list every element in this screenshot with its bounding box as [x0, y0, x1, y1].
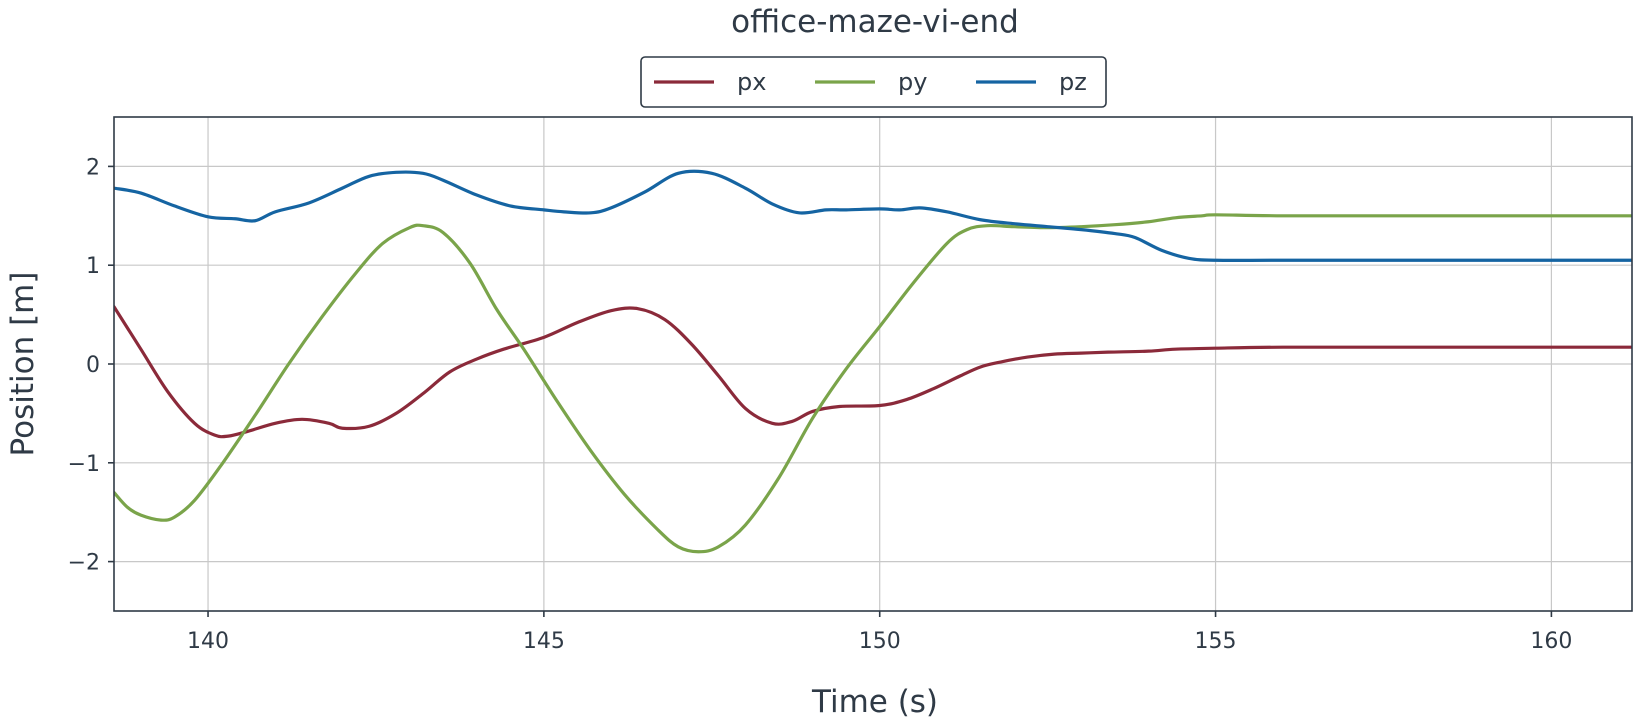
- chart-title: office-maze-vi-end: [731, 4, 1019, 40]
- series-line-py: [114, 213, 1632, 554]
- grid-lines: [114, 117, 1632, 611]
- axis-ticks: 140 145 150 155 160 −2 −1 0 1 2: [68, 155, 1573, 654]
- x-tick-label: 155: [1195, 629, 1237, 654]
- y-tick-label: 0: [86, 353, 100, 378]
- y-tick-label: −1: [68, 452, 100, 477]
- x-tick-label: 145: [523, 629, 565, 654]
- legend-label-py: py: [898, 68, 927, 96]
- x-tick-label: 150: [859, 629, 901, 654]
- legend-label-pz: pz: [1059, 68, 1087, 96]
- x-tick-label: 160: [1530, 629, 1572, 654]
- x-axis-label: Time (s): [811, 684, 938, 720]
- y-tick-label: 2: [86, 155, 100, 180]
- y-axis-label: Position [m]: [5, 272, 41, 457]
- series-line-pz: [114, 169, 1632, 263]
- legend-label-px: px: [737, 68, 766, 96]
- legend: px py pz: [640, 56, 1107, 108]
- y-tick-label: 1: [86, 254, 100, 279]
- x-tick-label: 140: [187, 629, 229, 654]
- series-line-px: [114, 305, 1632, 439]
- y-tick-label: −2: [68, 551, 100, 576]
- series-layer: [114, 169, 1632, 554]
